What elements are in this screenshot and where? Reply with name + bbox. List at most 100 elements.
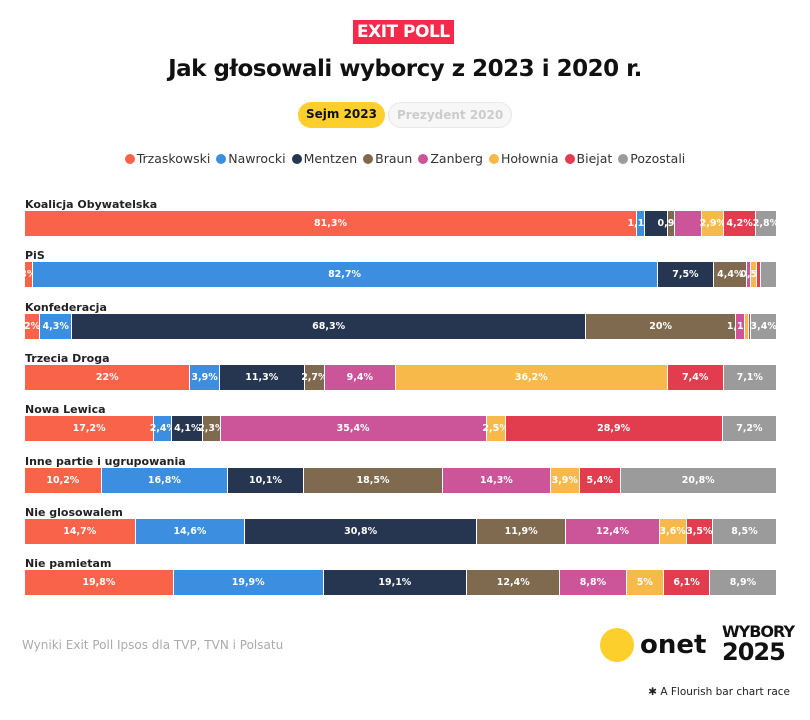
- bar-segment-mentzen[interactable]: 19,1%: [323, 570, 468, 596]
- bar-segment-nawrocki[interactable]: 3,9%: [190, 364, 220, 390]
- bar-segment-hołownia[interactable]: 3,9%: [550, 467, 580, 493]
- onet-text: onet: [640, 630, 707, 660]
- legend-dot: [618, 153, 629, 164]
- bar-segment-pozostali[interactable]: 8,9%: [710, 570, 777, 596]
- bar-segment-mentzen[interactable]: 11,3%: [219, 364, 305, 390]
- bar-segment-trzaskowski[interactable]: 22%: [25, 364, 191, 390]
- bar-segment-zanberg[interactable]: 9,4%: [325, 364, 396, 390]
- bar-segment-trzaskowski[interactable]: 81,3%: [25, 211, 637, 236]
- tab-prezydent-2020[interactable]: Prezydent 2020: [387, 102, 513, 128]
- row-label: PiS: [25, 249, 45, 263]
- bar-segment-zanberg[interactable]: 8,8%: [560, 570, 627, 596]
- legend-item[interactable]: Biejat: [564, 151, 613, 166]
- bar-segment-hołownia[interactable]: 2,5%: [482, 416, 509, 442]
- bar-segment-hołownia[interactable]: 2,9%: [700, 211, 726, 236]
- bar-segment-biejat[interactable]: 5,4%: [579, 467, 621, 493]
- bar-segment-pozostali[interactable]: [761, 262, 777, 288]
- bar-segment-mentzen[interactable]: 68,3%: [72, 313, 586, 339]
- bar-segment-zanberg[interactable]: 14,3%: [443, 467, 551, 493]
- bar-segment-biejat[interactable]: 6,1%: [664, 570, 711, 596]
- bar-segment-biejat[interactable]: 28,9%: [505, 416, 723, 442]
- bar-segment-biejat[interactable]: [757, 262, 762, 288]
- bar-segment-zanberg[interactable]: 1,1%: [727, 313, 753, 339]
- bar-segment-biejat[interactable]: [749, 313, 752, 339]
- bar-segment-mentzen[interactable]: [645, 211, 668, 236]
- legend-label: Trzaskowski: [136, 151, 211, 166]
- legend-item[interactable]: Braun: [363, 151, 412, 166]
- legend-label: Hołownia: [500, 151, 559, 166]
- legend: Trzaskowski Nawrocki Mentzen Braun Zanberg Ho…: [0, 151, 810, 166]
- bar-segment-mentzen[interactable]: 30,8%: [245, 518, 477, 544]
- bar-segment-hołownia[interactable]: 36,2%: [395, 364, 668, 390]
- legend-item[interactable]: Zanberg: [418, 151, 483, 166]
- bar-segment-pozostali[interactable]: 3,4%: [750, 313, 777, 339]
- bar-segment-trzaskowski[interactable]: 14,7%: [25, 518, 136, 544]
- bar-segment-braun[interactable]: 12,4%: [467, 570, 561, 596]
- wybory-text: WYBORY: [722, 622, 795, 641]
- bar-segment-pozostali[interactable]: 20,8%: [620, 467, 777, 493]
- row-label: Konfederacja: [25, 300, 107, 314]
- bar-segment-nawrocki[interactable]: 4,3%: [40, 313, 73, 339]
- bar-segment-trzaskowski[interactable]: 17,2%: [25, 416, 155, 442]
- bar-segment-biejat[interactable]: 4,2%: [724, 211, 756, 236]
- legend-dot: [418, 153, 429, 164]
- bar-segment-mentzen[interactable]: 7,5%: [657, 262, 715, 288]
- bar-segment-nawrocki[interactable]: 14,6%: [135, 518, 246, 544]
- legend-item[interactable]: Trzaskowski: [124, 151, 211, 166]
- bar-segment-braun[interactable]: 4,4%: [714, 262, 748, 288]
- bar-segment-hołownia[interactable]: 3,6%: [660, 518, 687, 544]
- bar-segment-trzaskowski[interactable]: 2%: [24, 313, 40, 339]
- legend-dot: [291, 153, 302, 164]
- legend-item[interactable]: Hołownia: [488, 151, 559, 166]
- bar-segment-nawrocki[interactable]: 16,8%: [101, 467, 229, 493]
- flourish-credit[interactable]: ✱ A Flourish bar chart race: [648, 686, 790, 698]
- legend-label: Mentzen: [303, 151, 358, 166]
- bar-segment-zanberg[interactable]: [747, 262, 751, 288]
- bar-segment-pozostali[interactable]: 7,2%: [722, 416, 777, 442]
- bar-segment-mentzen[interactable]: 4,1%: [172, 416, 204, 442]
- bar-segment-nawrocki[interactable]: 19,9%: [173, 570, 324, 596]
- bar-segment-zanberg[interactable]: [674, 211, 703, 236]
- bar-segment-trzaskowski[interactable]: 3%: [20, 262, 36, 288]
- bar-segment-hołownia[interactable]: [744, 313, 750, 339]
- bar-segment-zanberg[interactable]: 35,4%: [220, 416, 487, 442]
- row-label: Koalicja Obywatelska: [25, 198, 158, 211]
- bar-segment-braun[interactable]: 2,3%: [198, 416, 225, 442]
- stacked-bar: 17,2% 2,4% 4,1% 2,3% 35,4% 2,5% 28,9% 7,2%: [25, 416, 777, 442]
- bar-segment-braun[interactable]: 11,9%: [476, 518, 567, 544]
- bar-segment-hołownia[interactable]: 5%: [626, 570, 665, 596]
- bar-segment-nawrocki[interactable]: 82,7%: [32, 262, 658, 288]
- bar-segment-nawrocki[interactable]: 1,1%: [627, 211, 654, 236]
- bar-segment-pozostali[interactable]: 8,5%: [713, 518, 777, 544]
- legend-item[interactable]: Nawrocki: [216, 151, 286, 166]
- source-note: Wyniki Exit Poll Ipsos dla TVP, TVN i Po…: [22, 638, 284, 652]
- bar-segment-braun[interactable]: 20%: [585, 313, 737, 339]
- bar-segment-trzaskowski[interactable]: 19,8%: [25, 570, 174, 596]
- bar-segment-biejat[interactable]: 7,4%: [667, 364, 724, 390]
- legend-label: Zanberg: [430, 151, 483, 166]
- legend-dot: [564, 153, 575, 164]
- wybory-logo: WYBORY 2025: [722, 622, 795, 665]
- tab-sejm-2023[interactable]: Sejm 2023: [298, 102, 385, 128]
- legend-dot: [363, 153, 374, 164]
- bar-segment-hołownia[interactable]: 0,5%: [740, 262, 767, 288]
- legend-item[interactable]: Pozostali: [618, 151, 685, 166]
- legend-dot: [488, 153, 499, 164]
- legend-dot: [216, 153, 227, 164]
- legend-item[interactable]: Mentzen: [291, 151, 358, 166]
- bar-segment-nawrocki[interactable]: 2,4%: [150, 416, 176, 442]
- bar-segment-braun[interactable]: 18,5%: [303, 467, 444, 493]
- bar-segment-pozostali[interactable]: 7,1%: [723, 364, 777, 390]
- legend-label: Biejat: [576, 151, 613, 166]
- bar-segment-braun[interactable]: 0,9%: [658, 211, 684, 236]
- bar-segment-pozostali[interactable]: 2,8%: [753, 211, 779, 236]
- bar-segment-zanberg[interactable]: 12,4%: [566, 518, 660, 544]
- bar-segment-mentzen[interactable]: 10,1%: [228, 467, 304, 493]
- bar-segment-biejat[interactable]: 3,5%: [686, 518, 714, 544]
- bar-segment-trzaskowski[interactable]: 10,2%: [25, 467, 102, 493]
- tabs: Sejm 2023 Prezydent 2020: [298, 102, 513, 128]
- bar-segment-braun[interactable]: 2,7%: [301, 364, 328, 390]
- row-label: Inne partie i ugrupowania: [25, 454, 186, 468]
- row-label: Nie glosowalem: [25, 505, 123, 519]
